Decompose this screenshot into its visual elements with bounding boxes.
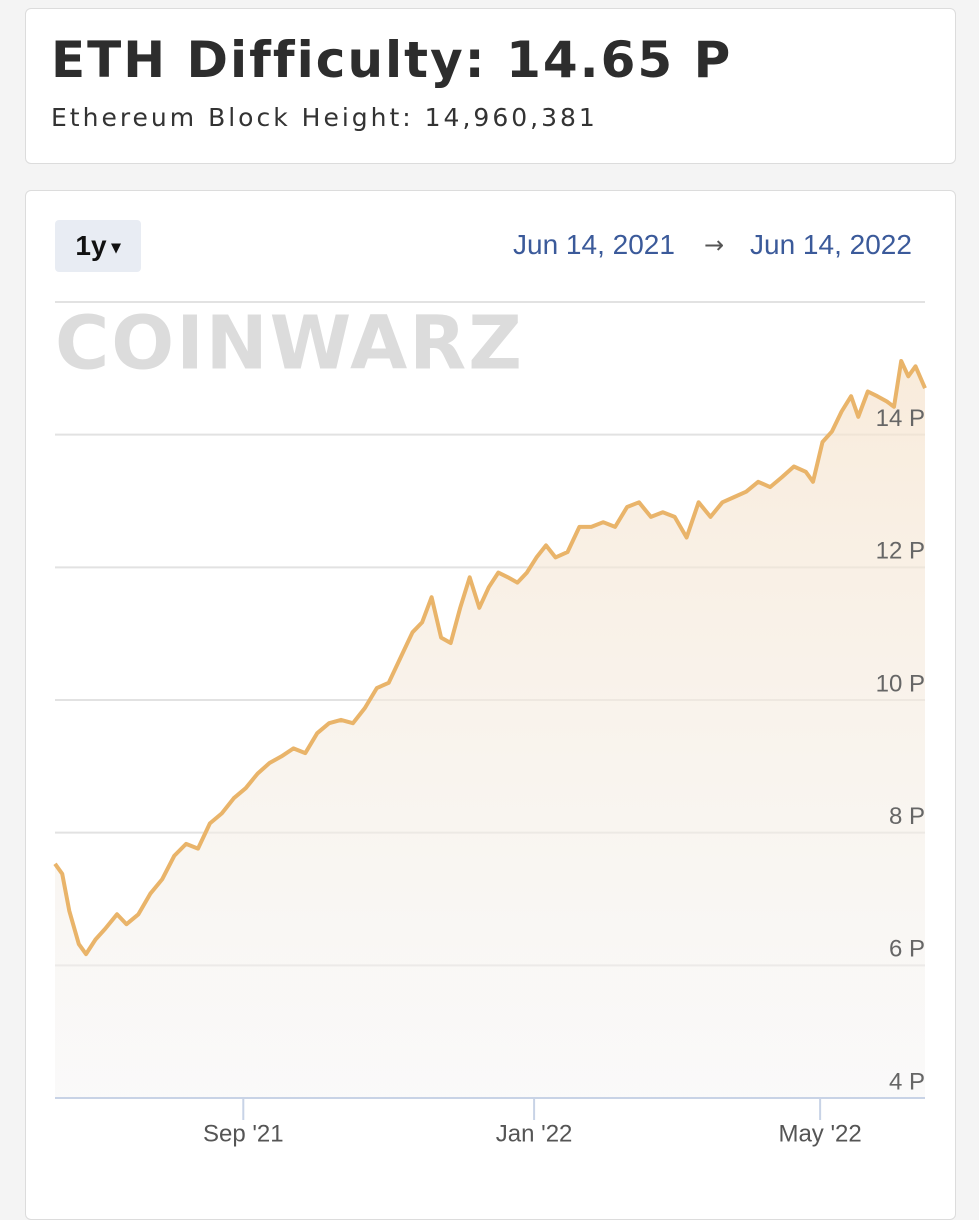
start-date[interactable]: Jun 14, 2021	[513, 229, 675, 260]
area	[55, 361, 925, 1098]
y-tick-label: 14 P	[876, 405, 925, 432]
x-tick-label: Jan '22	[496, 1120, 573, 1147]
line	[53, 359, 927, 957]
x-tick-label: Sep '21	[203, 1120, 284, 1147]
range-selector[interactable]: 1y	[55, 220, 141, 272]
watermark: CoinWarz	[55, 301, 524, 387]
range-separator: →	[704, 231, 725, 259]
y-tick-label: 6 P	[889, 936, 925, 963]
y-tick-label: 10 P	[876, 670, 925, 697]
x-tick-label: May '22	[778, 1120, 861, 1147]
end-date[interactable]: Jun 14, 2022	[750, 229, 912, 260]
header-card: ETH Difficulty: 14.65 P Ethereum Block H…	[25, 8, 956, 164]
y-tick-label: 4 P	[889, 1068, 925, 1095]
y-tick-label: 12 P	[876, 538, 925, 565]
title: ETH Difficulty: 14.65 P	[51, 31, 733, 89]
y-tick-label: 8 P	[889, 803, 925, 830]
subtitle: Ethereum Block Height: 14,960,381	[51, 103, 598, 132]
